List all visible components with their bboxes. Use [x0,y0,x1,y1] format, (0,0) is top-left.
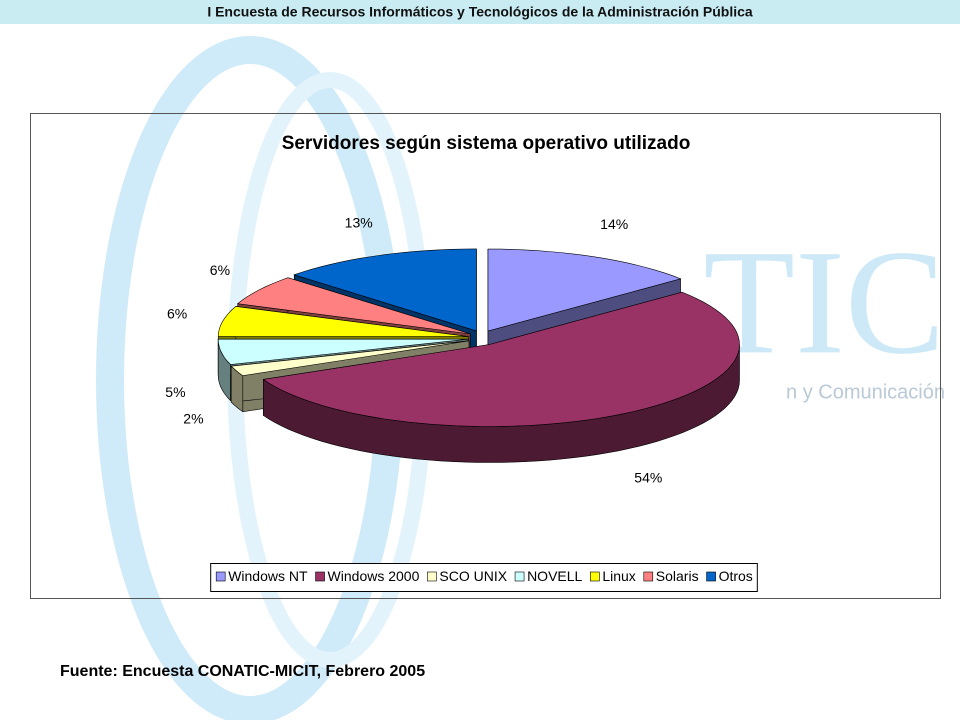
legend-label: Otros [719,568,753,584]
chart-title: Servidores según sistema operativo utili… [282,133,691,154]
slice-top [217,306,469,337]
legend-swatch [427,571,437,582]
source-note: Fuente: Encuesta CONATIC-MICIT, Febrero … [60,663,425,680]
legend-label: NOVELL [527,568,582,584]
legend: Windows NT Windows 2000 SCO UNIX NOVELL Linu… [210,563,758,592]
data-label: 14% [600,216,628,232]
data-label: 13% [345,215,373,231]
legend-label: Linux [602,568,635,584]
slice-top [230,340,470,377]
slice-top [293,248,477,332]
legend-swatch [315,571,325,582]
legend-swatch [215,571,226,582]
legend-swatch [706,571,716,582]
header-bar [0,0,960,24]
legend-label: Windows 2000 [328,568,420,584]
chart-frame [30,113,941,599]
legend-box [210,563,758,592]
legend-label: Windows NT [228,568,308,584]
pie: 14% 54% 2% 5% 6% 6% 13% [165,215,740,486]
legend-label: Solaris [656,568,699,584]
data-label: 6% [167,305,187,321]
data-label: 6% [210,262,230,278]
slice-top [262,291,740,427]
slice-top [236,277,471,335]
watermark-tagline: n y Comunicación [786,381,945,403]
legend-swatch [514,571,525,582]
data-label: 5% [165,384,185,400]
legend-label: SCO UNIX [439,568,507,584]
legend-swatch [590,571,600,582]
slice-top [487,248,682,332]
data-label: 2% [183,411,203,427]
watermark-logo: TIC [703,219,945,385]
slice-top [217,338,469,365]
legend-swatch [643,571,654,582]
data-label: 54% [634,470,662,486]
header-title: I Encuesta de Recursos Informáticos y Te… [207,4,753,20]
